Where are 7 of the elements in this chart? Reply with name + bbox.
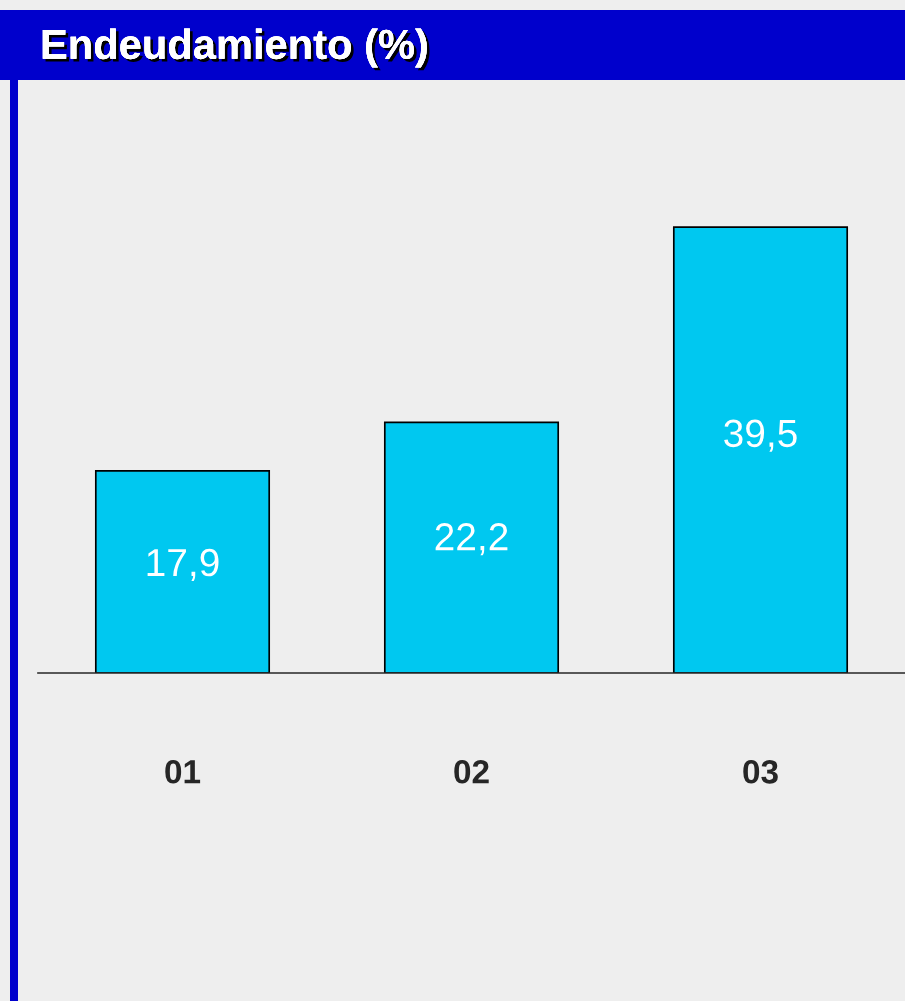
x-tick-label: 01 xyxy=(165,759,201,784)
data-label: 39,5 xyxy=(724,419,797,452)
chart-title: Endeudamiento (%) xyxy=(42,28,430,71)
data-label: 22,2 xyxy=(435,523,508,556)
data-label: 17,9 xyxy=(147,548,219,581)
x-tick-label: 02 xyxy=(454,759,489,784)
x-tick-label: 03 xyxy=(743,759,778,784)
